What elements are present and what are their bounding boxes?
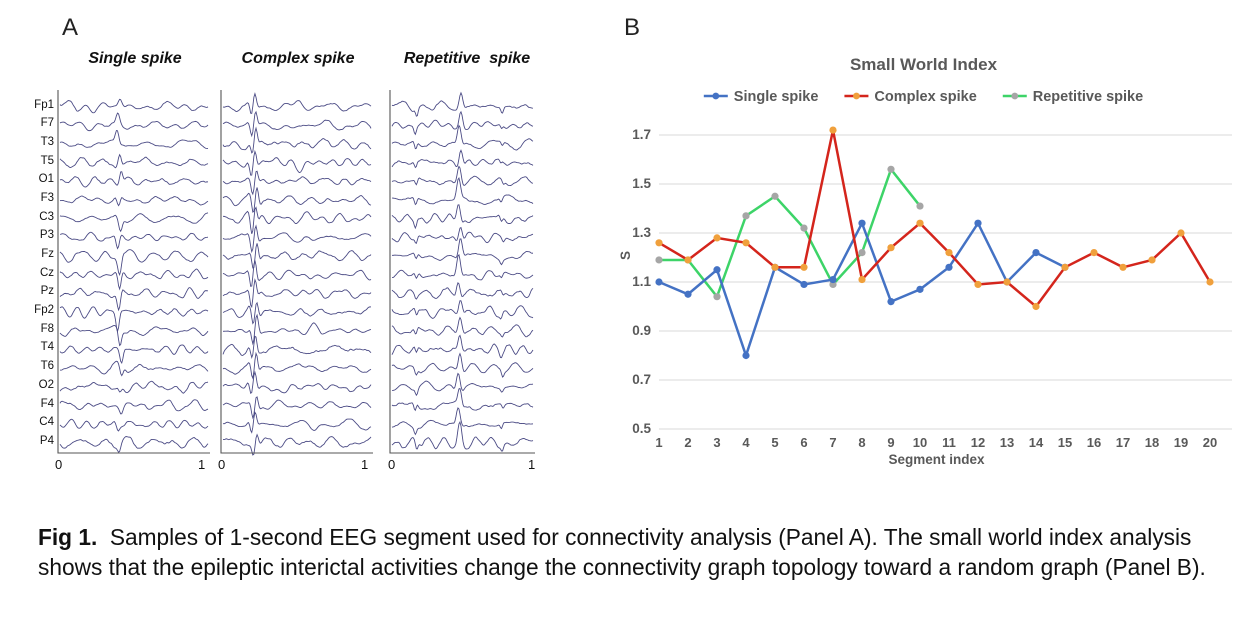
svg-text:12: 12 (971, 435, 985, 450)
svg-text:11: 11 (942, 435, 956, 450)
svg-text:Repetitive spike: Repetitive spike (1033, 89, 1143, 105)
svg-text:14: 14 (1029, 435, 1044, 450)
svg-text:Complex spike: Complex spike (874, 89, 976, 105)
svg-text:9: 9 (887, 435, 894, 450)
svg-text:8: 8 (858, 435, 865, 450)
svg-text:17: 17 (1116, 435, 1130, 450)
svg-text:0.7: 0.7 (632, 372, 651, 387)
svg-text:1.3: 1.3 (632, 225, 651, 240)
svg-text:1: 1 (655, 435, 662, 450)
svg-text:16: 16 (1087, 435, 1101, 450)
svg-text:7: 7 (829, 435, 836, 450)
svg-text:18: 18 (1145, 435, 1159, 450)
svg-text:6: 6 (800, 435, 807, 450)
svg-text:1.1: 1.1 (632, 274, 651, 289)
svg-text:0.9: 0.9 (632, 323, 651, 338)
svg-text:5: 5 (771, 435, 778, 450)
svg-text:4: 4 (742, 435, 750, 450)
svg-text:0.5: 0.5 (632, 421, 651, 436)
svg-text:1.7: 1.7 (632, 127, 651, 142)
svg-text:1.5: 1.5 (632, 176, 651, 191)
svg-text:2: 2 (684, 435, 691, 450)
svg-text:13: 13 (1000, 435, 1014, 450)
svg-text:10: 10 (913, 435, 927, 450)
svg-text:15: 15 (1058, 435, 1072, 450)
svg-text:20: 20 (1203, 435, 1217, 450)
svg-text:3: 3 (713, 435, 720, 450)
svg-text:Single spike: Single spike (734, 89, 819, 105)
svg-text:19: 19 (1174, 435, 1188, 450)
